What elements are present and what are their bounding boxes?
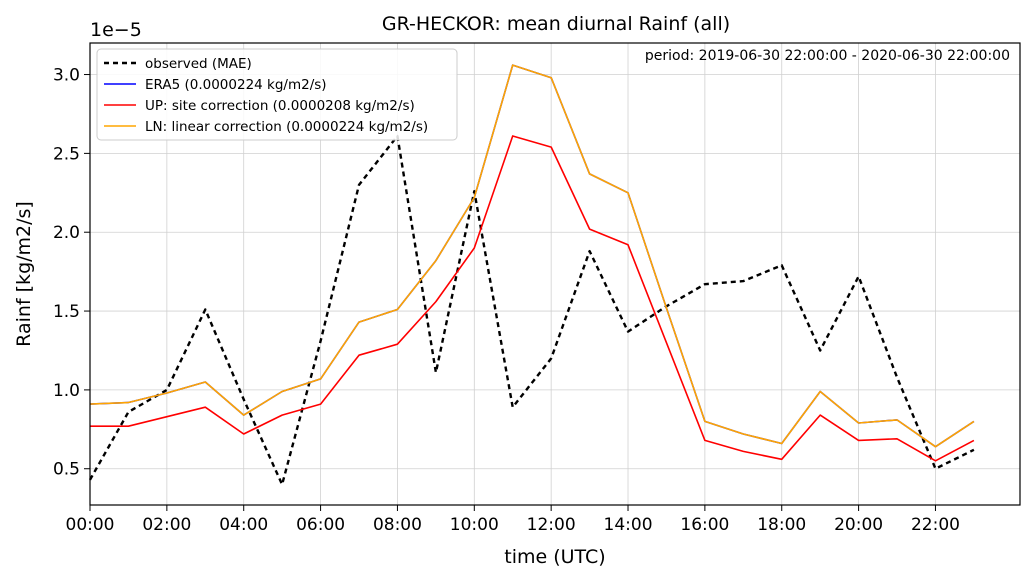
x-tick-label: 04:00 <box>219 515 268 535</box>
legend-label-0: observed (MAE) <box>145 56 252 72</box>
y-tick-label: 2.0 <box>53 223 80 243</box>
y-axis: 0.5 1.0 1.5 2.0 2.5 3.0 <box>53 66 90 480</box>
period-annotation: period: 2019-06-30 22:00:00 - 2020-06-30… <box>645 48 1010 64</box>
x-tick-label: 06:00 <box>296 515 345 535</box>
x-tick-label: 16:00 <box>680 515 729 535</box>
legend-label-3: LN: linear correction (0.0000224 kg/m2/s… <box>145 119 428 135</box>
x-tick-label: 22:00 <box>911 515 960 535</box>
x-tick-label: 18:00 <box>757 515 806 535</box>
y-tick-label: 0.5 <box>53 460 80 480</box>
x-axis: 00:00 02:00 04:00 06:00 08:00 10:00 12:00 14:00… <box>66 505 960 535</box>
y-tick-label: 1.0 <box>53 381 80 401</box>
x-tick-label: 14:00 <box>604 515 653 535</box>
x-tick-label: 02:00 <box>142 515 191 535</box>
legend-label-1: ERA5 (0.0000224 kg/m2/s) <box>145 77 327 93</box>
x-tick-label: 10:00 <box>450 515 499 535</box>
series-line-3 <box>89 64 975 448</box>
series-line-0 <box>88 134 975 486</box>
series-group <box>88 64 975 486</box>
y-offset-label: 1e−5 <box>90 19 142 41</box>
x-tick-label: 08:00 <box>373 515 422 535</box>
x-tick-label: 12:00 <box>527 515 576 535</box>
y-tick-label: 2.5 <box>53 144 80 164</box>
series-line-2 <box>90 135 975 462</box>
x-tick-label: 20:00 <box>834 515 883 535</box>
y-tick-label: 1.5 <box>53 302 80 322</box>
plot-frame <box>89 42 1021 506</box>
legend: observed (MAE) ERA5 (0.0000224 kg/m2/s) UP… <box>96 48 458 141</box>
chart-title: GR-HECKOR: mean diurnal Rainf (all) <box>382 13 730 35</box>
y-tick-label: 3.0 <box>53 66 80 86</box>
legend-label-2: UP: site correction (0.0000208 kg/m2/s) <box>145 98 415 114</box>
legend-box <box>96 48 458 141</box>
x-tick-label: 00:00 <box>66 515 115 535</box>
x-axis-label: time (UTC) <box>504 546 605 568</box>
y-axis-label: Rainf [kg/m2/s] <box>13 201 35 347</box>
